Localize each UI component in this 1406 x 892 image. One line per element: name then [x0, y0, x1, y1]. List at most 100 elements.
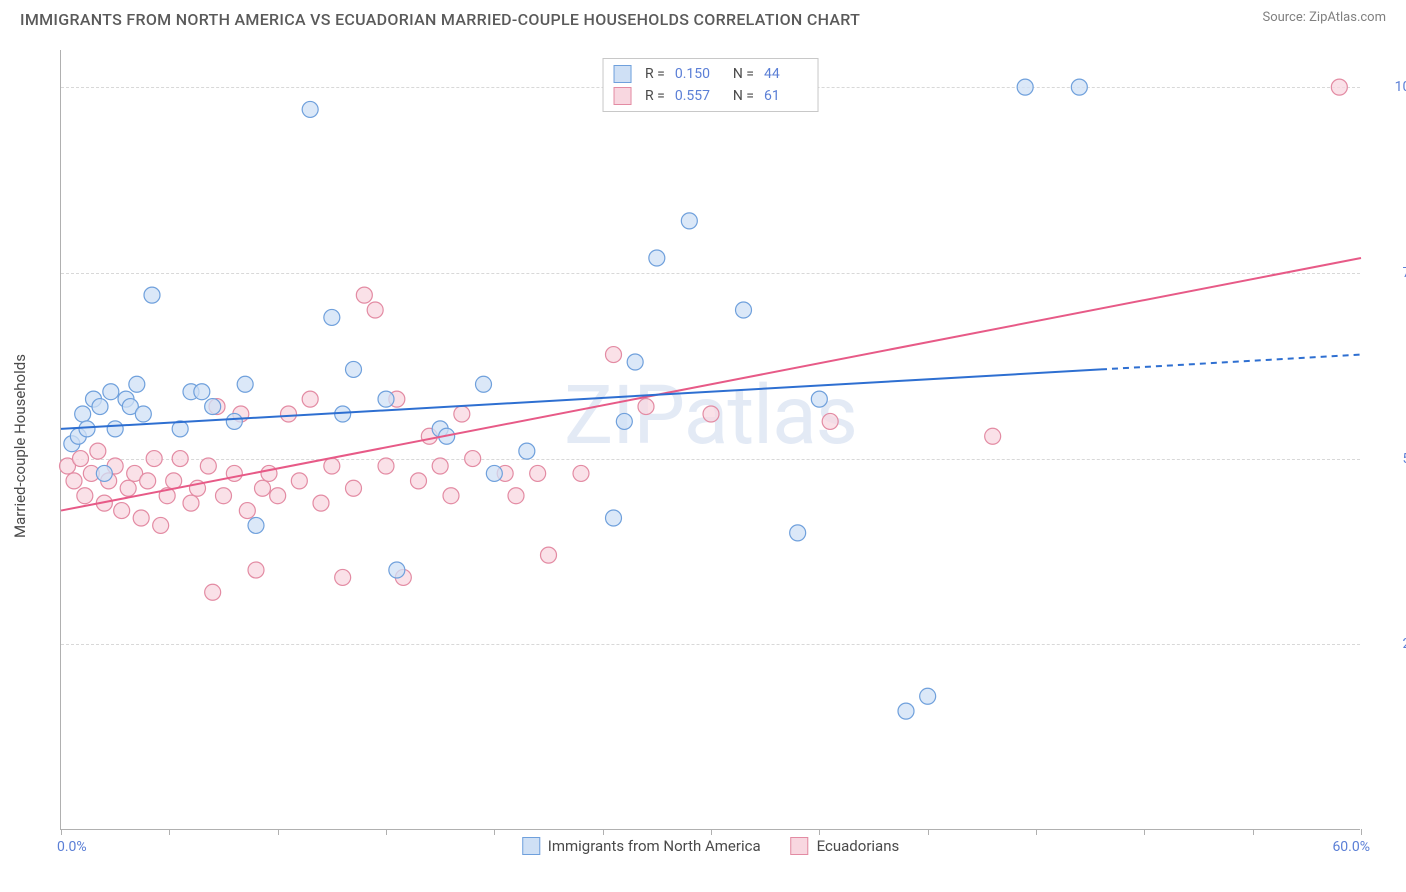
- data-point: [205, 399, 221, 415]
- x-tick: [61, 829, 62, 835]
- legend-swatch-blue-icon: [522, 837, 540, 855]
- data-point: [346, 480, 362, 496]
- data-point: [183, 495, 199, 511]
- data-point: [1331, 79, 1347, 95]
- data-point: [133, 510, 149, 526]
- data-point: [486, 465, 502, 481]
- x-tick: [1361, 829, 1362, 835]
- data-point: [261, 465, 277, 481]
- data-point: [638, 399, 654, 415]
- data-point: [378, 458, 394, 474]
- x-tick: [1036, 829, 1037, 835]
- data-point: [239, 503, 255, 519]
- data-point: [103, 384, 119, 400]
- data-point: [985, 428, 1001, 444]
- data-point: [606, 510, 622, 526]
- x-tick: [603, 829, 604, 835]
- data-point: [270, 488, 286, 504]
- data-point: [454, 406, 470, 422]
- data-point: [1017, 79, 1033, 95]
- data-point: [335, 569, 351, 585]
- data-point: [237, 376, 253, 392]
- data-point: [313, 495, 329, 511]
- data-point: [703, 406, 719, 422]
- y-tick-label: 75.0%: [1370, 265, 1406, 281]
- chart-title: IMMIGRANTS FROM NORTH AMERICA VS ECUADOR…: [20, 10, 860, 29]
- data-point: [1071, 79, 1087, 95]
- source-link[interactable]: ZipAtlas.com: [1309, 10, 1386, 25]
- data-point: [616, 413, 632, 429]
- data-point: [200, 458, 216, 474]
- data-point: [920, 688, 936, 704]
- data-point: [378, 391, 394, 407]
- data-point: [822, 413, 838, 429]
- data-point: [790, 525, 806, 541]
- scatter-svg: [61, 50, 1360, 829]
- regression-line-dashed: [1101, 355, 1361, 370]
- data-point: [140, 473, 156, 489]
- x-tick: [711, 829, 712, 835]
- data-point: [135, 406, 151, 422]
- data-point: [541, 547, 557, 563]
- data-point: [573, 465, 589, 481]
- legend-item-pink: Ecuadorians: [791, 837, 900, 855]
- data-point: [205, 584, 221, 600]
- data-point: [129, 376, 145, 392]
- data-point: [120, 480, 136, 496]
- data-point: [226, 465, 242, 481]
- data-point: [77, 488, 93, 504]
- data-point: [248, 562, 264, 578]
- data-point: [898, 703, 914, 719]
- data-point: [90, 443, 106, 459]
- data-point: [114, 503, 130, 519]
- data-point: [302, 391, 318, 407]
- data-point: [75, 406, 91, 422]
- data-point: [530, 465, 546, 481]
- y-tick-label: 50.0%: [1370, 451, 1406, 467]
- data-point: [736, 302, 752, 318]
- legend-swatch-pink-icon: [791, 837, 809, 855]
- data-point: [255, 480, 271, 496]
- data-point: [79, 421, 95, 437]
- data-point: [508, 488, 524, 504]
- data-point: [367, 302, 383, 318]
- data-point: [411, 473, 427, 489]
- data-point: [389, 562, 405, 578]
- data-point: [432, 458, 448, 474]
- data-point: [519, 443, 535, 459]
- data-point: [166, 473, 182, 489]
- data-point: [144, 287, 160, 303]
- data-point: [649, 250, 665, 266]
- data-point: [356, 287, 372, 303]
- data-point: [96, 465, 112, 481]
- y-tick-label: 100.0%: [1370, 79, 1406, 95]
- data-point: [627, 354, 643, 370]
- data-point: [302, 101, 318, 117]
- data-point: [281, 406, 297, 422]
- data-point: [107, 421, 123, 437]
- data-point: [324, 309, 340, 325]
- data-point: [194, 384, 210, 400]
- x-tick: [278, 829, 279, 835]
- data-point: [172, 451, 188, 467]
- legend-label-pink: Ecuadorians: [817, 837, 900, 855]
- data-point: [66, 473, 82, 489]
- y-axis-label: Married-couple Households: [11, 354, 29, 538]
- x-axis-min-label: 0.0%: [57, 839, 87, 855]
- data-point: [465, 451, 481, 467]
- legend-label-blue: Immigrants from North America: [548, 837, 761, 855]
- regression-line: [61, 258, 1361, 511]
- data-point: [146, 451, 162, 467]
- source-label: Source:: [1262, 10, 1309, 25]
- x-tick: [169, 829, 170, 835]
- source-attribution: Source: ZipAtlas.com: [1262, 10, 1386, 25]
- data-point: [291, 473, 307, 489]
- data-point: [324, 458, 340, 474]
- plot-area: ZIPatlas 25.0%50.0%75.0%100.0% 0.0% 60.0…: [60, 50, 1360, 830]
- data-point: [443, 488, 459, 504]
- x-tick: [928, 829, 929, 835]
- legend-item-blue: Immigrants from North America: [522, 837, 761, 855]
- data-point: [226, 413, 242, 429]
- x-tick: [819, 829, 820, 835]
- data-point: [346, 361, 362, 377]
